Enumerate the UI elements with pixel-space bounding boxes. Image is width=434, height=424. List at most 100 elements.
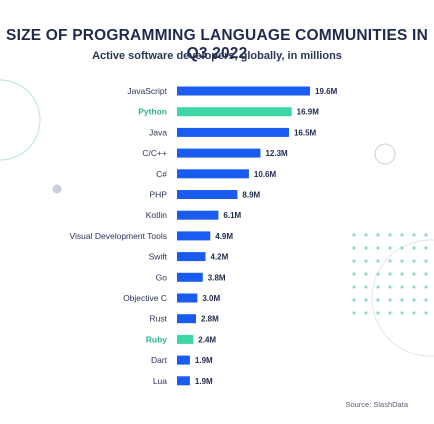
category-label: Rust xyxy=(150,314,168,324)
category-label: Java xyxy=(149,127,167,137)
decor-dot-grid xyxy=(364,233,368,237)
decor-dot-grid xyxy=(400,233,404,237)
category-label: C# xyxy=(156,169,167,179)
decor-dot-grid xyxy=(412,246,416,250)
decor-dot-grid xyxy=(352,285,356,289)
bar xyxy=(177,293,198,303)
bar xyxy=(177,107,292,117)
value-label: 3.0M xyxy=(202,294,220,303)
value-label: 8.9M xyxy=(242,191,260,200)
bar xyxy=(177,314,196,324)
decor-dot xyxy=(52,184,62,194)
decor-dot-grid xyxy=(376,259,380,263)
decor-dot-grid xyxy=(400,259,404,263)
decor-dot-grid xyxy=(424,311,428,315)
decor-arc-left xyxy=(0,79,41,161)
decor-dot-grid xyxy=(376,285,380,289)
decor-dot-grid xyxy=(412,285,416,289)
value-label: 12.3M xyxy=(265,149,288,158)
bar xyxy=(177,86,310,96)
value-label: 6.1M xyxy=(223,211,241,220)
category-label: Kotlin xyxy=(146,210,168,220)
decor-dot-grid xyxy=(364,259,368,263)
decor-dot-grid xyxy=(388,233,392,237)
value-label: 4.2M xyxy=(211,253,229,262)
bar xyxy=(177,334,194,344)
decor-dot-grid xyxy=(352,259,356,263)
bar xyxy=(177,252,206,262)
bar xyxy=(177,169,249,179)
value-label: 16.5M xyxy=(294,128,317,137)
source-note: Source: SlashData xyxy=(345,400,408,409)
category-label: Ruby xyxy=(146,334,168,344)
decor-dot-grid xyxy=(376,311,380,315)
decor-dot-grid xyxy=(352,311,356,315)
chart-title: SIZE OF PROGRAMMING LANGUAGE COMMUNITIES… xyxy=(6,27,428,62)
decor-dot-grid xyxy=(412,259,416,263)
bar xyxy=(177,376,190,386)
decor-dot-grid xyxy=(376,298,380,302)
value-label: 1.9M xyxy=(195,377,213,386)
value-label: 16.9M xyxy=(297,108,320,117)
decor-dot-grid xyxy=(376,233,380,237)
decor-dot-grid xyxy=(400,298,404,302)
category-label: Visual Development Tools xyxy=(70,231,168,241)
decor-dot-grid xyxy=(352,233,356,237)
decor-ring xyxy=(374,143,396,165)
decor-dot-grid xyxy=(388,298,392,302)
bar xyxy=(177,210,219,220)
decor-dot-grid xyxy=(364,311,368,315)
category-label: JavaScript xyxy=(127,86,167,96)
decor-dot-grid xyxy=(412,311,416,315)
decor-dot-grid xyxy=(364,298,368,302)
decor-dot-grid xyxy=(424,259,428,263)
decor-dot-grid xyxy=(424,246,428,250)
bar xyxy=(177,272,203,282)
value-label: 4.9M xyxy=(215,232,233,241)
value-label: 1.9M xyxy=(195,356,213,365)
decor-dot-grid xyxy=(388,311,392,315)
bar xyxy=(177,127,289,137)
decor-dot-grid xyxy=(352,246,356,250)
decor-dot-grid xyxy=(388,259,392,263)
value-label: 10.6M xyxy=(254,170,277,179)
decor-arc-right xyxy=(371,239,434,357)
decor-dot-grid xyxy=(412,272,416,276)
category-label: Dart xyxy=(151,355,168,365)
decor-dot-grid xyxy=(388,272,392,276)
decor-dot-grid xyxy=(364,285,368,289)
decor-dot-grid xyxy=(364,246,368,250)
category-label: Lua xyxy=(153,376,167,386)
category-label: Python xyxy=(138,107,167,117)
decor-dot-grid xyxy=(352,272,356,276)
category-label: Go xyxy=(156,272,168,282)
decor-dot-grid xyxy=(352,298,356,302)
decor-dot-grid xyxy=(424,298,428,302)
decor-dot-grid xyxy=(400,246,404,250)
decor-dot-grid xyxy=(424,285,428,289)
decor-dot-grid xyxy=(388,246,392,250)
decor-dot-grid xyxy=(400,285,404,289)
decor-dot-grid xyxy=(400,311,404,315)
decor-dot-grid xyxy=(424,233,428,237)
decor-dot-grid xyxy=(412,298,416,302)
category-label: PHP xyxy=(150,190,168,200)
value-label: 19.6M xyxy=(315,87,338,96)
category-label: Objective C xyxy=(123,293,167,303)
value-label: 2.4M xyxy=(198,335,216,344)
decor-dot-grid xyxy=(388,285,392,289)
decor-dot-grid xyxy=(364,272,368,276)
decor-dot-grid xyxy=(400,272,404,276)
bar xyxy=(177,148,261,158)
decor-dot-grid xyxy=(376,272,380,276)
value-label: 2.8M xyxy=(201,315,219,324)
bar xyxy=(177,355,190,365)
category-label: C/C++ xyxy=(142,148,167,158)
decor-dot-grid xyxy=(412,233,416,237)
category-label: Swift xyxy=(149,252,168,262)
decor-dot-grid xyxy=(376,246,380,250)
bar xyxy=(177,231,211,241)
decor-dot-grid xyxy=(424,272,428,276)
